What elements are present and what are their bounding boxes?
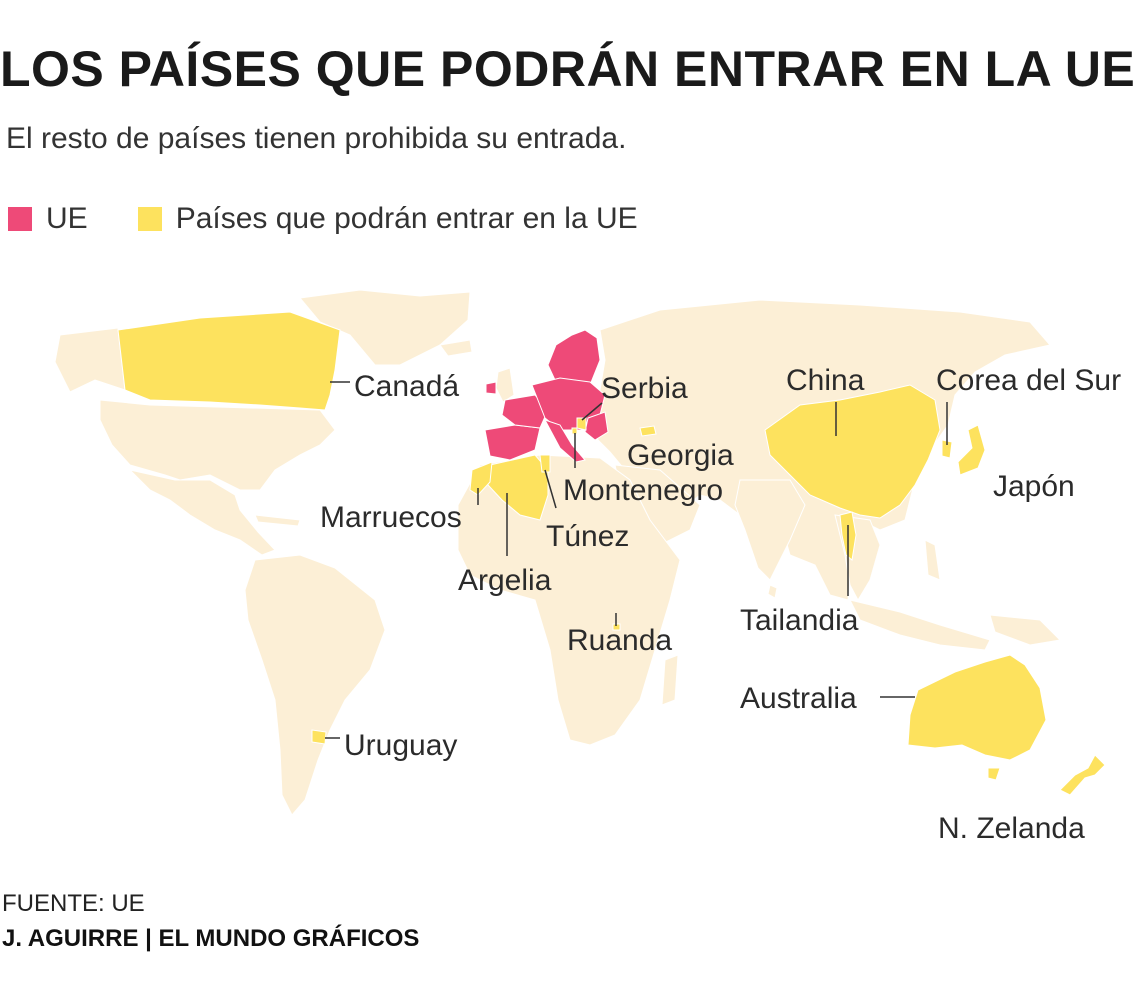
page-subtitle: El resto de países tienen prohibida su e… [6, 122, 627, 155]
leader-serbia [581, 402, 603, 421]
country-labels: Canadá Serbia China Corea del Sur Georgi… [320, 364, 1121, 845]
country-new-zealand [1059, 754, 1106, 796]
label-serbia: Serbia [601, 372, 688, 405]
source-line: FUENTE: UE [2, 890, 145, 917]
label-corea: Corea del Sur [936, 364, 1121, 397]
legend: UE Países que podrán entrar en la UE [8, 202, 688, 236]
country-australia [907, 654, 1047, 761]
land-indonesia [849, 599, 991, 651]
leader-lines [325, 381, 948, 739]
legend-swatch-allowed [137, 207, 162, 231]
land-philippines [924, 539, 941, 581]
country-algeria [487, 454, 549, 521]
label-tailandia: Tailandia [740, 604, 859, 637]
land-uk [495, 367, 515, 403]
land-mexico [128, 469, 276, 556]
land-madagascar [661, 654, 679, 706]
land-png [989, 614, 1062, 646]
world-map: Canadá Serbia China Corea del Sur Georgi… [54, 289, 1121, 845]
label-georgia: Georgia [627, 439, 734, 472]
land-south-america [244, 554, 386, 816]
label-tunez: Túnez [546, 520, 629, 553]
country-canada [117, 311, 341, 411]
leader-tunez [544, 469, 557, 509]
label-marruecos: Marruecos [320, 501, 462, 534]
label-australia: Australia [740, 682, 857, 715]
eu-france [501, 394, 549, 429]
country-china [764, 384, 941, 519]
land-cuba [254, 514, 301, 527]
label-argelia: Argelia [458, 564, 552, 597]
legend-label-ue: UE [46, 202, 88, 235]
country-montenegro [571, 427, 578, 435]
label-montenegro: Montenegro [563, 474, 723, 507]
label-japon: Japón [993, 470, 1075, 503]
legend-item-ue: UE [8, 202, 88, 236]
label-ruanda: Ruanda [567, 624, 672, 657]
land-africa [457, 454, 681, 746]
country-south-korea [941, 439, 953, 459]
label-canada: Canadá [354, 370, 459, 403]
legend-label-allowed: Países que podrán entrar en la UE [175, 202, 638, 235]
page-title: LOS PAÍSES QUE PODRÁN ENTRAR EN LA UE [0, 41, 1136, 97]
legend-swatch-ue [8, 207, 32, 231]
credit-line: J. AGUIRRE | EL MUNDO GRÁFICOS [2, 925, 420, 952]
country-japan [957, 424, 986, 476]
country-serbia [576, 417, 587, 431]
land-usa [99, 399, 336, 491]
label-china: China [786, 364, 865, 397]
legend-item-allowed: Países que podrán entrar en la UE [137, 202, 638, 236]
label-nzelanda: N. Zelanda [938, 812, 1085, 845]
land-iceland [439, 339, 473, 357]
eu-ireland [485, 381, 497, 395]
country-georgia [639, 425, 657, 437]
country-tunisia [539, 454, 551, 473]
country-morocco [469, 461, 493, 496]
land-india [734, 479, 806, 581]
land-sri-lanka [767, 584, 778, 599]
land-alaska [54, 327, 126, 393]
eu-iberia [484, 424, 541, 461]
country-rwanda [612, 623, 621, 631]
country-tasmania [987, 767, 1001, 781]
label-uruguay: Uruguay [344, 729, 457, 762]
allowed-countries [117, 311, 1106, 796]
country-uruguay [311, 729, 327, 745]
